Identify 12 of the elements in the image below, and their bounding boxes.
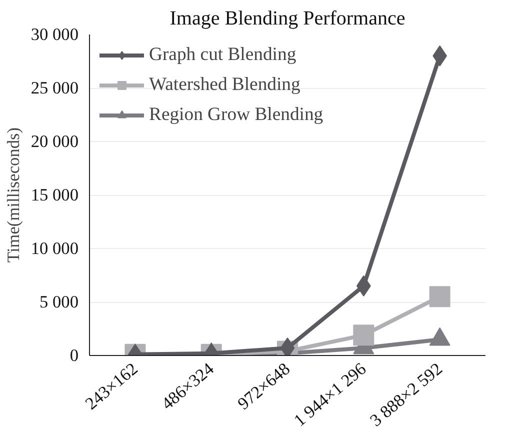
y-axis-title: Time(milliseconds) <box>4 127 23 263</box>
y-tick-label: 5 000 <box>40 292 79 312</box>
y-tick-label: 25 000 <box>30 78 79 98</box>
y-tick-label: 0 <box>70 346 79 365</box>
legend-label: Watershed Blending <box>149 74 300 96</box>
legend-label: Graph cut Blending <box>149 44 296 66</box>
y-tick-label: 15 000 <box>30 186 79 204</box>
y-tick-label: 20 000 <box>30 132 79 151</box>
y-tick-label: 30 000 <box>30 25 79 44</box>
legend-label: Region Grow Blending <box>149 104 324 126</box>
chart-title: Image Blending Performance <box>170 8 406 30</box>
y-tick-label: 10 000 <box>30 239 79 258</box>
